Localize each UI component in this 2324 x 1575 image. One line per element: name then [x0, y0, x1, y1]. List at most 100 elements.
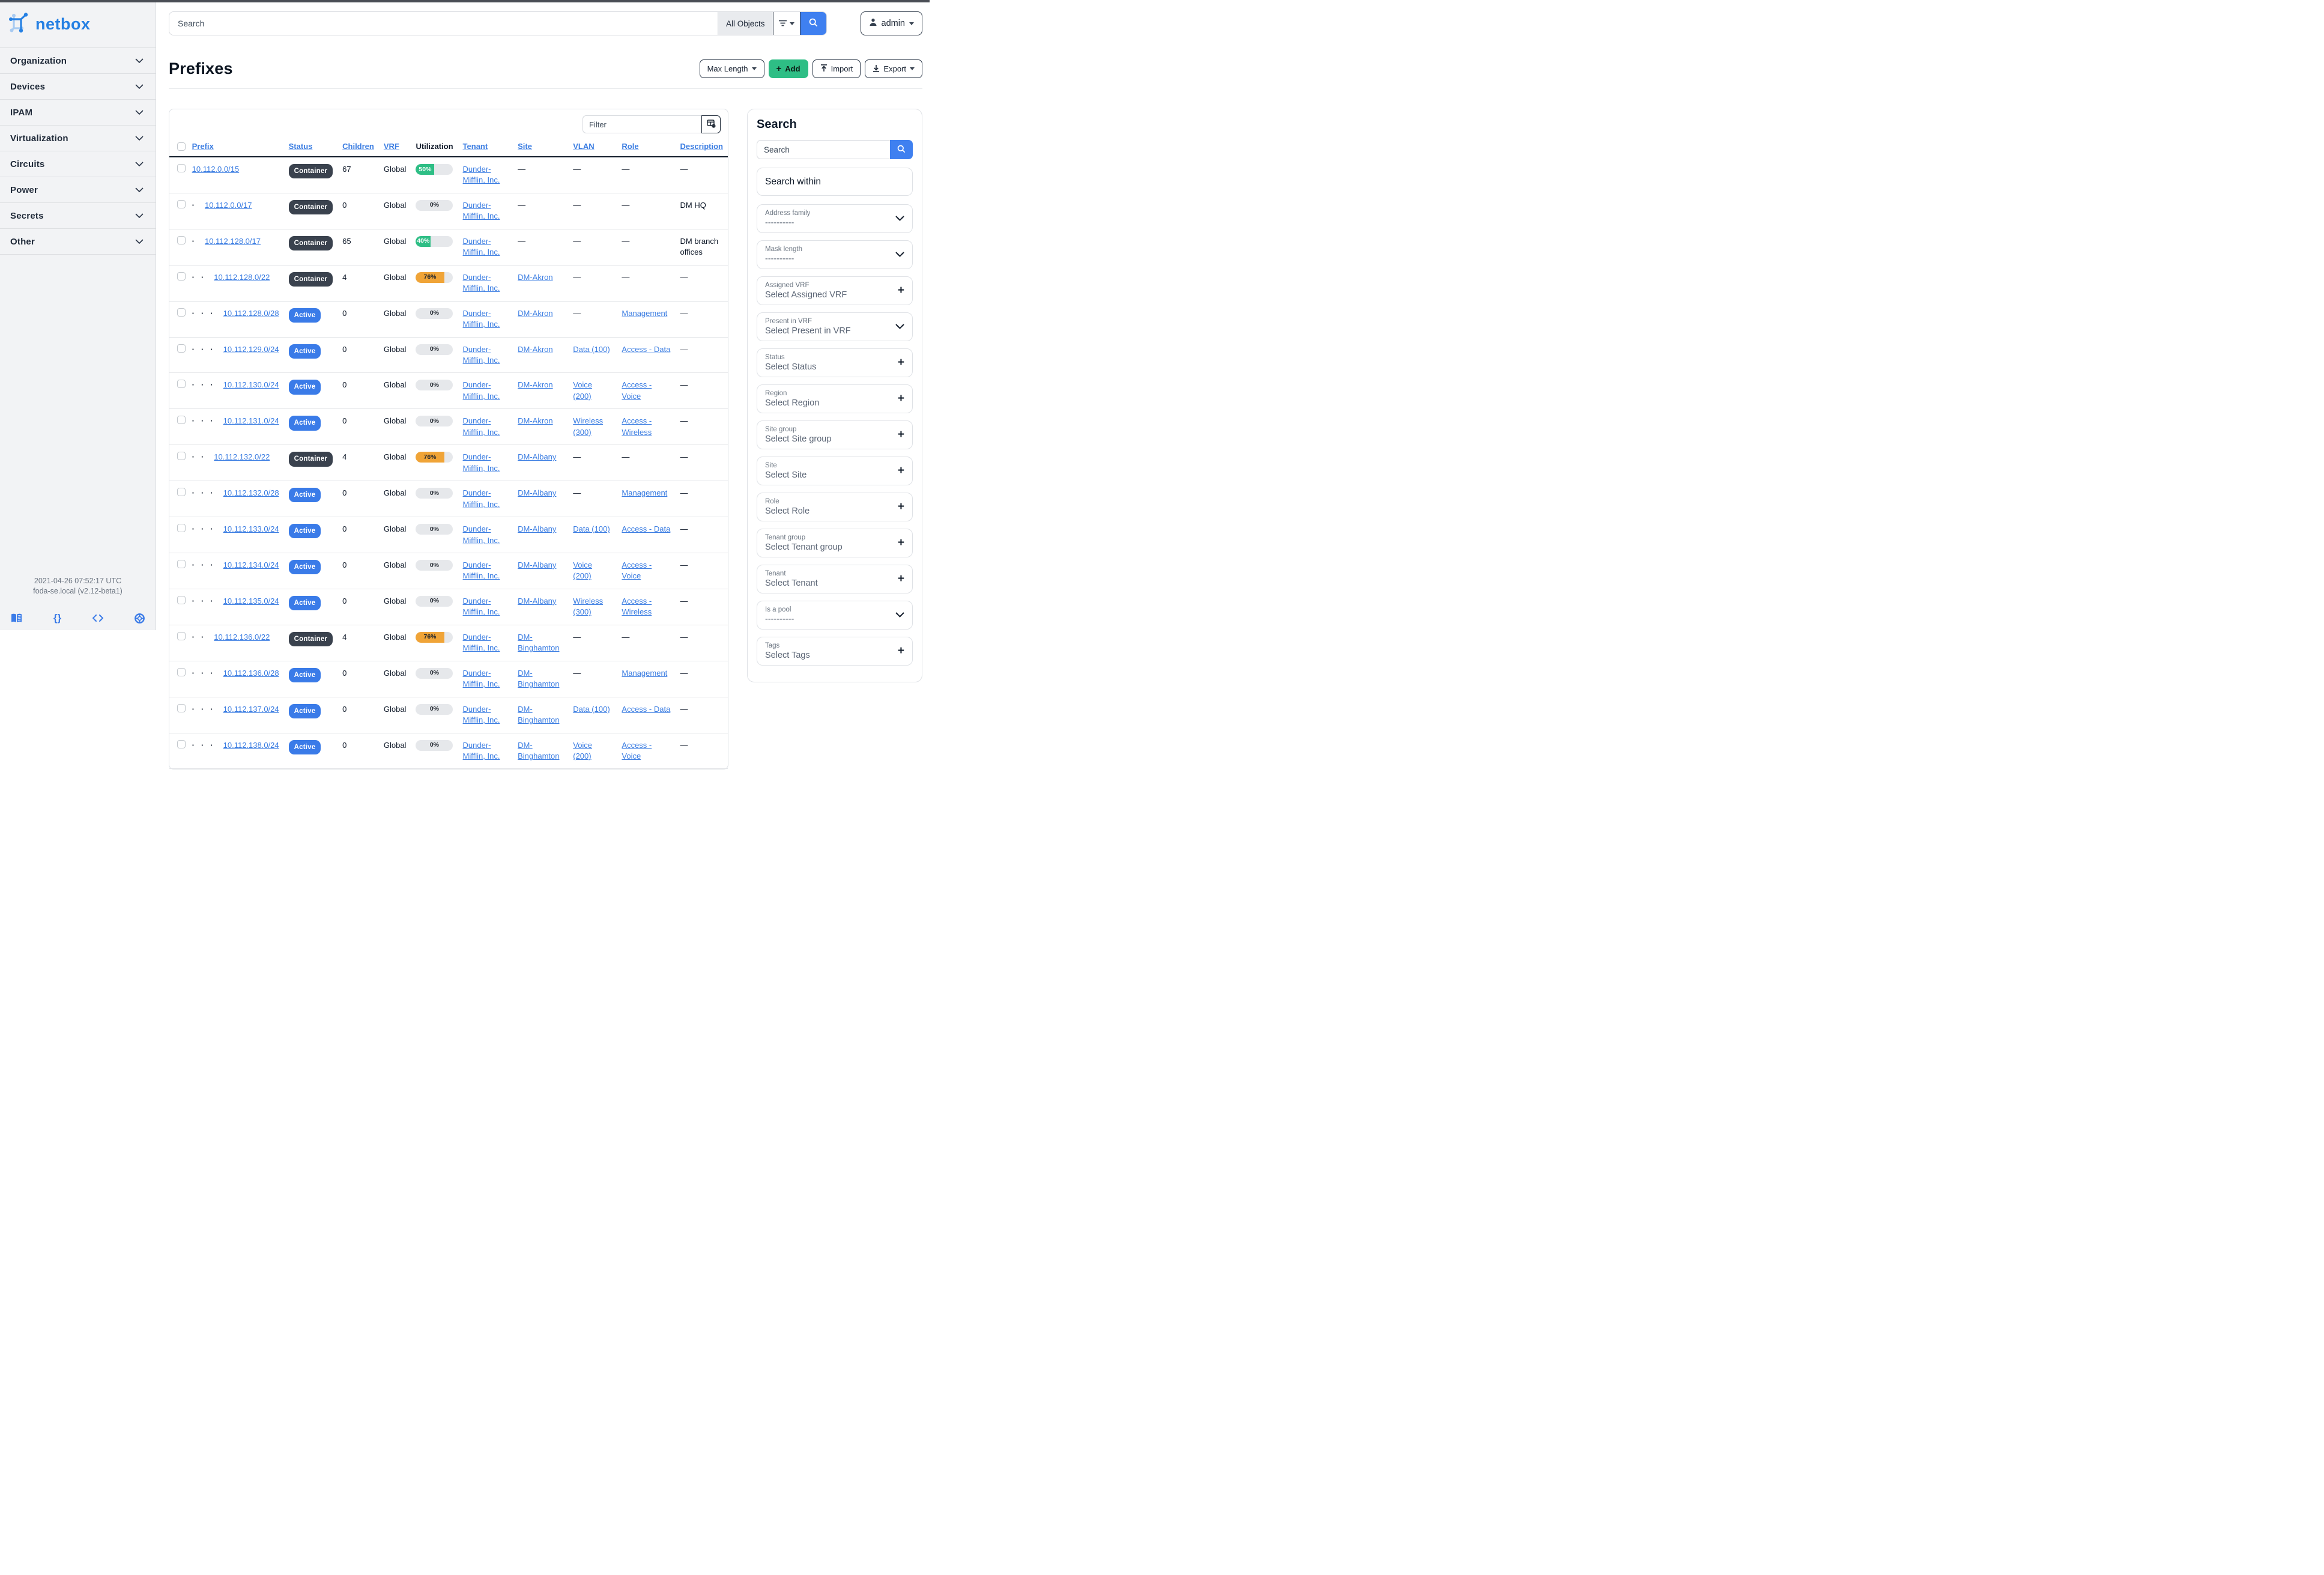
role-link[interactable]: Access - Voice: [622, 560, 652, 581]
row-checkbox[interactable]: [177, 416, 186, 425]
site-link[interactable]: DM-Binghamton: [518, 668, 560, 689]
tenant-link[interactable]: Dunder-Mifflin, Inc.: [462, 165, 500, 185]
filter-card-tenant[interactable]: Tenant Select Tenant +: [757, 565, 913, 593]
search-filter-dropdown-button[interactable]: [772, 12, 800, 35]
vlan-link[interactable]: Data (100): [573, 524, 610, 534]
site-link[interactable]: DM-Akron: [518, 308, 553, 318]
sidebar-item-organization[interactable]: Organization: [0, 47, 156, 73]
prefix-link[interactable]: 10.112.137.0/24: [223, 704, 279, 714]
row-checkbox[interactable]: [177, 739, 186, 748]
vlan-link[interactable]: Data (100): [573, 704, 610, 714]
prefix-link[interactable]: 10.112.130.0/24: [223, 380, 279, 390]
tenant-link[interactable]: Dunder-Mifflin, Inc.: [462, 236, 500, 257]
filter-card-assigned-vrf[interactable]: Assigned VRF Select Assigned VRF +: [757, 276, 913, 305]
add-button[interactable]: + Add: [768, 59, 808, 78]
filter-card-tags[interactable]: Tags Select Tags +: [757, 637, 913, 666]
site-link[interactable]: DM-Albany: [518, 488, 557, 498]
row-checkbox[interactable]: [177, 308, 186, 317]
prefix-link[interactable]: 10.112.135.0/24: [223, 596, 279, 605]
select-all-checkbox[interactable]: [177, 142, 186, 151]
filter-card-status[interactable]: Status Select Status +: [757, 348, 913, 377]
role-link[interactable]: Access - Wireless: [622, 416, 652, 437]
tenant-link[interactable]: Dunder-Mifflin, Inc.: [462, 272, 500, 293]
import-button[interactable]: Import: [812, 59, 861, 78]
filter-card-site[interactable]: Site Select Site +: [757, 457, 913, 485]
row-checkbox[interactable]: [177, 524, 186, 533]
row-checkbox[interactable]: [177, 272, 186, 281]
role-link[interactable]: Management: [622, 308, 668, 318]
column-sort-link[interactable]: Role: [622, 142, 639, 151]
prefix-link[interactable]: 10.112.129.0/24: [223, 344, 279, 354]
filter-card-region[interactable]: Region Select Region +: [757, 384, 913, 413]
prefix-link[interactable]: 10.112.136.0/28: [223, 668, 279, 678]
vlan-link[interactable]: Voice (200): [573, 560, 593, 581]
site-link[interactable]: DM-Binghamton: [518, 704, 560, 725]
column-sort-link[interactable]: VLAN: [573, 142, 595, 151]
prefix-link[interactable]: 10.112.138.0/24: [223, 740, 279, 750]
global-search-input[interactable]: [169, 12, 718, 35]
row-checkbox[interactable]: [177, 164, 186, 172]
panel-search-input[interactable]: [757, 140, 890, 159]
sidebar-item-other[interactable]: Other: [0, 228, 156, 255]
vlan-link[interactable]: Data (100): [573, 344, 610, 354]
column-sort-link[interactable]: Tenant: [462, 142, 488, 151]
vlan-link[interactable]: Voice (200): [573, 740, 593, 760]
export-button[interactable]: Export: [865, 59, 922, 78]
filter-card-tenant-group[interactable]: Tenant group Select Tenant group +: [757, 529, 913, 557]
filter-card-site-group[interactable]: Site group Select Site group +: [757, 420, 913, 449]
column-sort-link[interactable]: Children: [342, 142, 374, 151]
site-link[interactable]: DM-Akron: [518, 380, 553, 390]
column-sort-link[interactable]: Status: [288, 142, 313, 151]
row-checkbox[interactable]: [177, 235, 186, 244]
filter-card-role[interactable]: Role Select Role +: [757, 493, 913, 521]
prefix-link[interactable]: 10.112.133.0/24: [223, 524, 279, 534]
role-link[interactable]: Access - Wireless: [622, 596, 652, 617]
prefix-link[interactable]: 10.112.128.0/28: [223, 308, 279, 318]
tenant-link[interactable]: Dunder-Mifflin, Inc.: [462, 200, 500, 221]
role-link[interactable]: Access - Data: [622, 524, 671, 534]
filter-card-address-family[interactable]: Address family ----------: [757, 204, 913, 233]
site-link[interactable]: DM-Albany: [518, 524, 557, 534]
row-checkbox[interactable]: [177, 380, 186, 389]
tenant-link[interactable]: Dunder-Mifflin, Inc.: [462, 308, 500, 329]
search-within-toggle[interactable]: Search within: [757, 168, 913, 196]
help-icon[interactable]: [135, 613, 145, 624]
sidebar-item-secrets[interactable]: Secrets: [0, 202, 156, 228]
row-checkbox[interactable]: [177, 488, 186, 497]
user-menu-button[interactable]: admin: [860, 11, 922, 35]
role-link[interactable]: Access - Data: [622, 704, 671, 714]
prefix-link[interactable]: 10.112.0.0/17: [204, 200, 252, 210]
site-link[interactable]: DM-Binghamton: [518, 740, 560, 760]
filter-card-mask-length[interactable]: Mask length ----------: [757, 240, 913, 269]
column-sort-link[interactable]: Prefix: [192, 142, 214, 151]
column-sort-link[interactable]: Site: [518, 142, 532, 151]
prefix-link[interactable]: 10.112.136.0/22: [214, 632, 270, 642]
netbox-logo[interactable]: netbox: [0, 2, 156, 45]
docs-icon[interactable]: [11, 613, 22, 623]
row-checkbox[interactable]: [177, 595, 186, 604]
vlan-link[interactable]: Wireless (300): [573, 596, 604, 617]
sidebar-item-power[interactable]: Power: [0, 177, 156, 202]
role-link[interactable]: Management: [622, 488, 668, 498]
vlan-link[interactable]: Wireless (300): [573, 416, 604, 437]
tenant-link[interactable]: Dunder-Mifflin, Inc.: [462, 488, 500, 509]
sidebar-item-devices[interactable]: Devices: [0, 73, 156, 99]
tenant-link[interactable]: Dunder-Mifflin, Inc.: [462, 524, 500, 545]
tenant-link[interactable]: Dunder-Mifflin, Inc.: [462, 596, 500, 617]
panel-search-button[interactable]: [890, 140, 913, 159]
site-link[interactable]: DM-Binghamton: [518, 632, 560, 653]
sidebar-item-circuits[interactable]: Circuits: [0, 151, 156, 177]
sidebar-item-virtualization[interactable]: Virtualization: [0, 125, 156, 151]
role-link[interactable]: Management: [622, 668, 668, 678]
row-checkbox[interactable]: [177, 559, 186, 568]
tenant-link[interactable]: Dunder-Mifflin, Inc.: [462, 344, 500, 365]
role-link[interactable]: Access - Data: [622, 344, 671, 354]
prefix-link[interactable]: 10.112.128.0/22: [214, 272, 270, 282]
api-icon[interactable]: {}: [53, 612, 62, 624]
tenant-link[interactable]: Dunder-Mifflin, Inc.: [462, 416, 500, 437]
table-filter-input[interactable]: [583, 115, 701, 133]
site-link[interactable]: DM-Albany: [518, 560, 557, 569]
row-checkbox[interactable]: [177, 703, 186, 712]
site-link[interactable]: DM-Akron: [518, 344, 553, 354]
role-link[interactable]: Access - Voice: [622, 740, 652, 760]
